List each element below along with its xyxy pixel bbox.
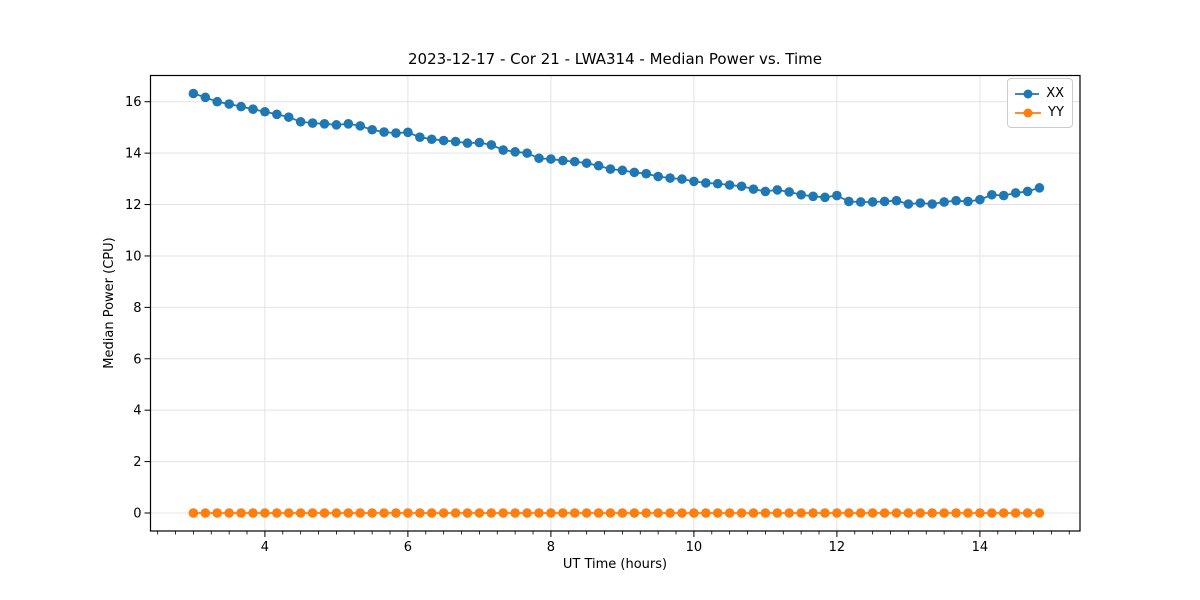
legend-item-xx: XX (1015, 84, 1064, 103)
svg-text:6: 6 (404, 540, 412, 555)
svg-text:14: 14 (125, 147, 142, 162)
svg-text:12: 12 (829, 540, 846, 555)
yy-series-swatch-icon (1015, 108, 1041, 117)
svg-text:2: 2 (133, 455, 141, 470)
svg-text:12: 12 (125, 198, 142, 213)
svg-text:8: 8 (547, 540, 555, 555)
svg-text:6: 6 (133, 352, 141, 367)
legend-item-yy: YY (1015, 103, 1064, 122)
x-axis-label: UT Time (hours) (562, 557, 668, 572)
svg-text:16: 16 (125, 95, 142, 110)
xx-series-swatch-icon (1015, 89, 1040, 98)
svg-text:8: 8 (133, 301, 141, 316)
svg-text:4: 4 (133, 404, 141, 419)
svg-text:14: 14 (972, 540, 989, 555)
svg-text:4: 4 (261, 540, 269, 555)
y-axis-label: Median Power (CPU) (102, 237, 117, 369)
svg-text:0: 0 (133, 507, 141, 522)
chart-title: 2023-12-17 - Cor 21 - LWA314 - Median Po… (408, 50, 822, 68)
svg-text:10: 10 (686, 540, 703, 555)
legend: XX YY (1007, 78, 1073, 128)
legend-label-yy: YY (1048, 105, 1064, 120)
legend-label-xx: XX (1046, 86, 1064, 101)
svg-text:10: 10 (125, 249, 142, 264)
